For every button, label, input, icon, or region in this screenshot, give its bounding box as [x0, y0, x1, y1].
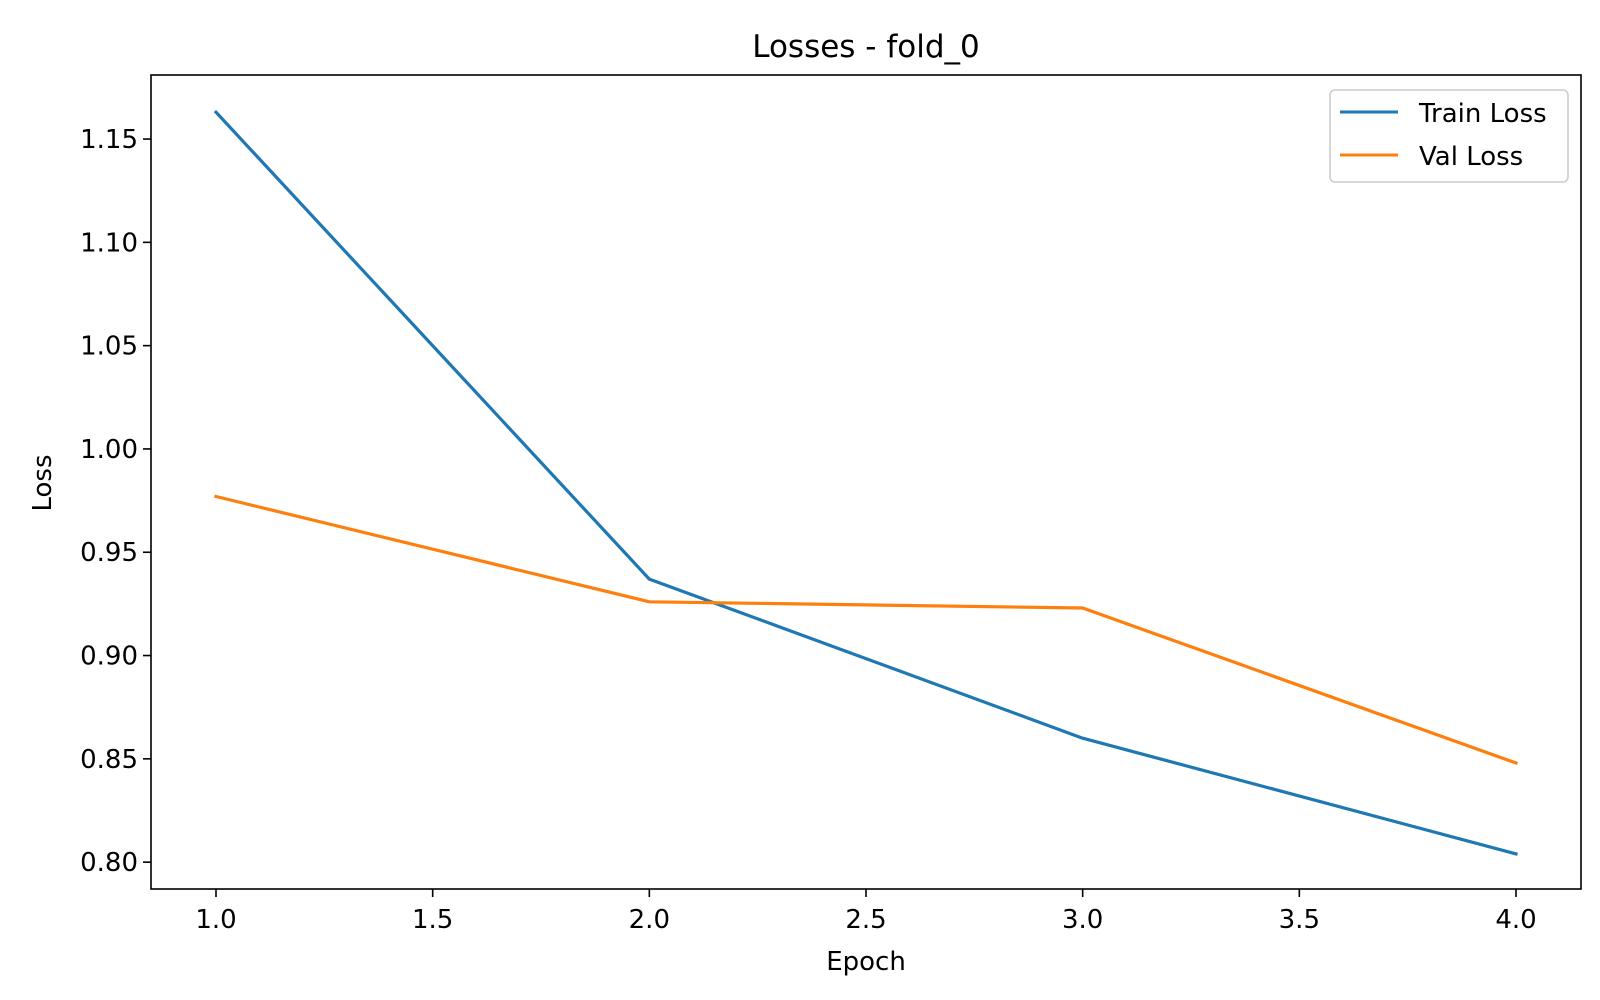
x-tick-label: 2.5: [845, 905, 886, 935]
series-line-val-loss: [214, 494, 1519, 766]
y-tick-label: 0.95: [80, 538, 138, 568]
x-axis-ticks: 1.0 1.5 2.0 2.5 3.0 3.5 4.0: [195, 889, 1537, 935]
y-tick-label: 0.80: [80, 848, 138, 878]
y-axis-label: Loss: [28, 454, 58, 511]
series-lines: [213, 109, 1519, 856]
x-tick-label: 3.0: [1062, 905, 1103, 935]
y-axis-ticks: 0.80 0.85 0.90 0.95 1.00 1.05 1.10 1.15: [80, 125, 151, 878]
series-line-train-loss: [213, 109, 1518, 856]
y-tick-label: 0.90: [80, 642, 138, 672]
x-tick-label: 2.0: [629, 905, 670, 935]
y-tick-label: 0.85: [80, 745, 138, 775]
x-tick-label: 3.5: [1279, 905, 1320, 935]
y-tick-label: 1.10: [80, 228, 138, 258]
x-tick-label: 4.0: [1495, 905, 1536, 935]
plot-frame: [150, 74, 1582, 890]
x-tick-label: 1.0: [195, 905, 236, 935]
y-tick-label: 1.15: [80, 125, 138, 155]
legend-label-train-loss: Train Loss: [1418, 99, 1547, 129]
legend-label-val-loss: Val Loss: [1419, 142, 1523, 172]
x-tick-label: 1.5: [412, 905, 453, 935]
y-tick-label: 1.00: [80, 435, 138, 465]
legend: Train Loss Val Loss: [1329, 89, 1569, 183]
x-axis-label: Epoch: [826, 947, 906, 977]
y-tick-label: 1.05: [80, 332, 138, 362]
chart-title: Losses - fold_0: [752, 29, 980, 65]
